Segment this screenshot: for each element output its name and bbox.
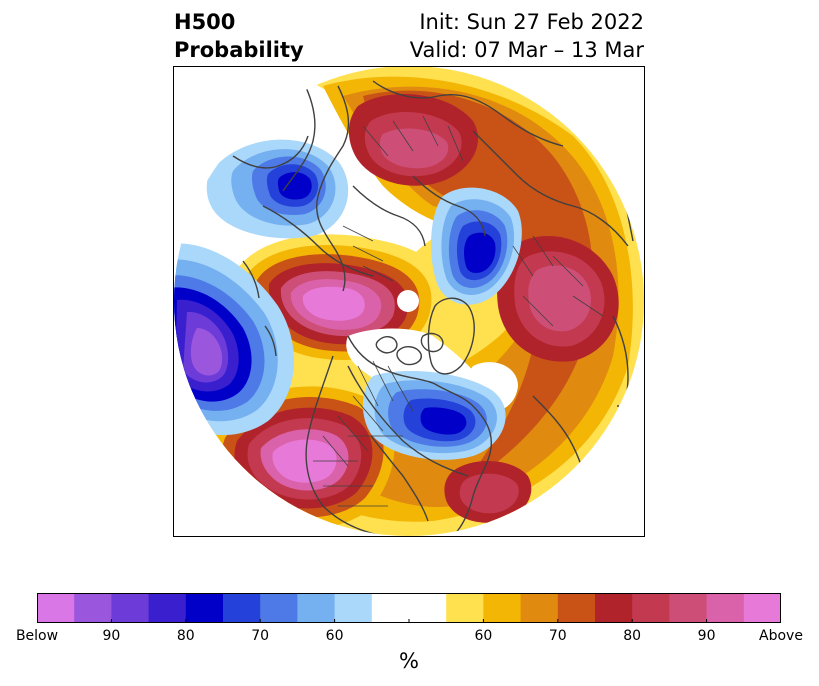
colorbar-swatch <box>557 593 596 623</box>
colorbar-swatch <box>185 593 224 623</box>
warm-center-europe <box>348 94 479 186</box>
colorbar-swatch <box>334 593 373 623</box>
colorbar-swatch <box>743 593 781 623</box>
map-title-variable: H500 <box>174 10 236 34</box>
colorbar-swatch <box>371 593 410 623</box>
colorbar-tick-label: Below <box>15 628 59 644</box>
polar-map <box>173 66 645 537</box>
pole-marker <box>397 290 419 312</box>
colorbar-swatch <box>148 593 187 623</box>
colorbar-swatch <box>520 593 559 623</box>
map-title-type: Probability <box>174 38 304 62</box>
colorbar-swatch <box>669 593 708 623</box>
colorbar-tick-label: 90 <box>697 628 716 644</box>
cold-center-northamerica <box>362 371 506 460</box>
colorbar-tick-label: Above <box>759 628 803 644</box>
colorbar-tick-label: 70 <box>548 628 567 644</box>
colorbar-swatch <box>223 593 261 623</box>
warm-center-atlantic <box>444 460 532 523</box>
colorbar-tick-label: 80 <box>176 628 195 644</box>
colorbar-swatch <box>483 593 522 623</box>
colorbar-swatch <box>297 593 336 623</box>
cold-center-eastasia <box>206 139 349 239</box>
colorbar-tick-label: 60 <box>474 628 493 644</box>
colorbar-swatch <box>260 593 298 623</box>
coastlines <box>232 80 634 536</box>
valid-range: Valid: 07 Mar – 13 Mar <box>409 38 644 62</box>
colorbar-tick-label: 80 <box>623 628 642 644</box>
colorbar-tick-label: 90 <box>102 628 121 644</box>
colorbar-swatch <box>446 593 484 623</box>
map-title-right: Init: Sun 27 Feb 2022 Valid: 07 Mar – 13… <box>410 8 644 64</box>
colorbar-unit-label: % <box>399 649 419 673</box>
colorbar-tick-label: 70 <box>251 628 270 644</box>
probability-field <box>174 66 644 536</box>
map-border <box>173 66 645 537</box>
cold-center-arctic <box>431 187 522 305</box>
colorbar-swatch <box>409 593 447 623</box>
colorbar-tick-label: 60 <box>325 628 344 644</box>
colorbar-swatch <box>111 593 150 623</box>
colorbar <box>37 593 781 623</box>
map-title-left: H500 Probability <box>174 8 304 64</box>
colorbar-swatch <box>37 593 75 623</box>
colorbar-swatch <box>632 593 670 623</box>
colorbar-swatch <box>595 593 633 623</box>
colorbar-swatch <box>74 593 112 623</box>
init-date: Init: Sun 27 Feb 2022 <box>419 10 644 34</box>
colorbar-swatch <box>706 593 745 623</box>
